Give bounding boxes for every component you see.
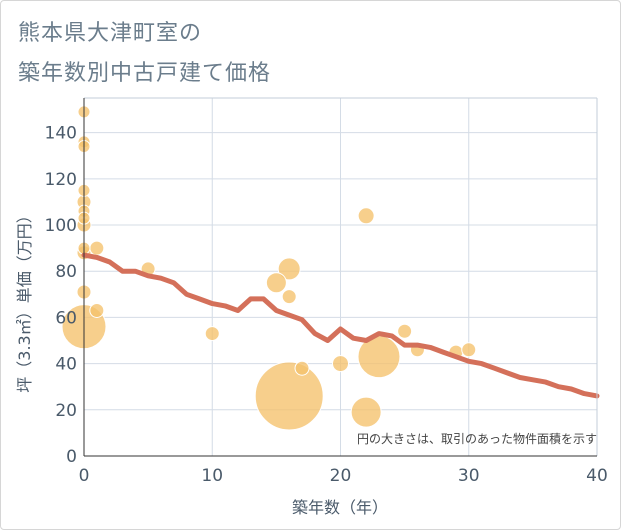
y-axis-ticks: 0 20 40 60 80 100 120 140	[45, 124, 77, 467]
y-tick-label: 100	[45, 216, 77, 236]
bubble-series	[61, 105, 477, 431]
y-tick-label: 20	[55, 401, 77, 421]
bubble-point	[461, 342, 477, 358]
trend-line	[81, 252, 600, 399]
bubble-point	[397, 323, 413, 339]
x-tick-label: 30	[458, 466, 480, 486]
y-tick-label: 120	[45, 170, 77, 190]
bubble-point	[265, 272, 287, 294]
y-tick-label: 60	[55, 308, 77, 328]
y-tick-label: 0	[66, 447, 77, 467]
y-axis-title: 坪（3.3㎡）単価（万円）	[15, 207, 34, 392]
bubble-point	[294, 360, 310, 376]
bubble-point	[254, 361, 324, 431]
bubble-point	[357, 207, 375, 225]
bubble-point	[350, 396, 382, 428]
y-tick-label: 80	[55, 262, 77, 282]
trend-series	[81, 252, 600, 399]
y-tick-label: 140	[45, 124, 77, 144]
x-tick-label: 20	[330, 466, 352, 486]
plot-frame	[83, 97, 598, 457]
bubble-point	[89, 302, 105, 318]
bubble-point	[281, 289, 297, 305]
chart-title-line-1: 熊本県大津町室の	[18, 21, 203, 46]
size-note: 円の大きさは、取引のあった物件面積を示す	[357, 431, 597, 446]
chart-title: 熊本県大津町室の 築年数別中古戸建て価格	[18, 14, 271, 94]
x-tick-label: 10	[201, 466, 223, 486]
bubble-point	[204, 326, 220, 342]
bubble-point	[332, 355, 349, 373]
x-axis-ticks: 0 10 20 30 40	[79, 466, 608, 486]
x-tick-label: 0	[79, 466, 90, 486]
x-axis-title: 築年数（年）	[292, 498, 388, 517]
chart-title-line-2: 築年数別中古戸建て価格	[18, 61, 272, 86]
y-tick-label: 40	[55, 355, 77, 375]
bubble-point	[277, 257, 301, 281]
bubble-point	[89, 240, 105, 256]
x-tick-label: 40	[586, 466, 608, 486]
